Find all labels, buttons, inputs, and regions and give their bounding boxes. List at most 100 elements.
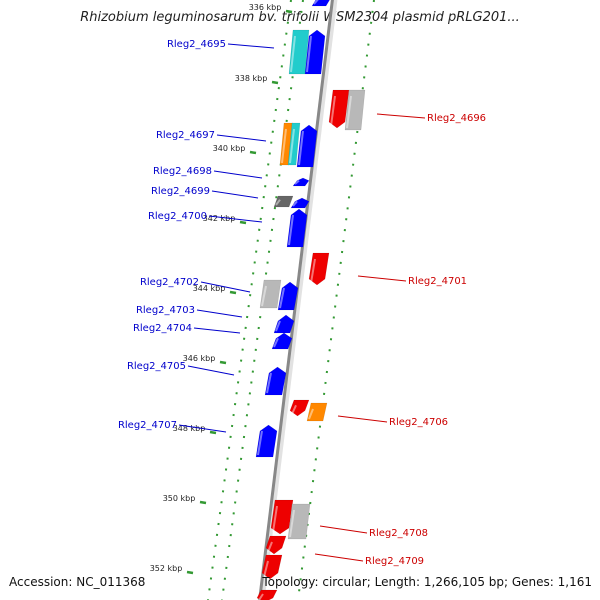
backbone-shadow (258, 0, 338, 600)
dotted-track-0 (207, 0, 292, 600)
gene-feature-highlight (275, 199, 281, 206)
gene-label-right: Rleg2_4706 (389, 417, 448, 428)
gene-label-left: Rleg2_4695 (167, 39, 226, 50)
gene-feature-9 (273, 195, 294, 208)
gene-feature-highlight (306, 35, 312, 73)
gene-feature-highlight (313, 0, 319, 5)
gene-feature-highlight (298, 130, 304, 166)
gene-features (255, 0, 366, 600)
gene-feature-10 (290, 197, 310, 209)
gene-feature-highlight (294, 179, 300, 185)
gene-feature-highlight (257, 430, 263, 456)
gene-feature-highlight (281, 128, 287, 164)
left-label-leader (216, 134, 267, 142)
gene-feature-16 (271, 332, 293, 350)
gene-feature-highlight (290, 35, 296, 73)
gene-feature-19 (306, 402, 328, 422)
gene-feature-7 (296, 124, 318, 168)
gene-feature-highlight (266, 372, 272, 394)
gene-label-left: Rleg2_4704 (133, 323, 192, 334)
gene-feature-8 (292, 177, 310, 187)
gene-feature-highlight (273, 337, 279, 348)
kbp-tick-mark (249, 150, 257, 155)
left-label-leader (227, 43, 275, 49)
kbp-tick-label: 338 kbp (235, 74, 268, 83)
gene-label-right: Rleg2_4701 (408, 276, 467, 287)
gene-label-left: Rleg2_4699 (151, 186, 210, 197)
left-label-leader (213, 170, 263, 179)
gene-feature-11 (286, 208, 308, 248)
gene-feature-highlight (272, 505, 278, 533)
kbp-tick-label: 340 kbp (213, 144, 246, 153)
kbp-tick-mark (219, 360, 227, 365)
left-label-leader (196, 309, 243, 318)
gene-feature-15 (273, 314, 295, 334)
gene-label-left: Rleg2_4702 (140, 277, 199, 288)
gene-feature-12 (308, 252, 330, 286)
kbp-tick-mark (239, 220, 247, 225)
gene-feature-25 (256, 589, 278, 600)
left-label-leader (211, 190, 259, 199)
gene-feature-highlight (261, 285, 267, 307)
kbp-tick-mark (199, 500, 207, 505)
right-label-leader (376, 113, 426, 119)
gene-feature-0 (311, 0, 330, 7)
gene-feature-18 (289, 399, 310, 417)
gene-label-right: Rleg2_4708 (369, 528, 428, 539)
gene-feature-3 (328, 89, 350, 129)
kbp-tick-label: 348 kbp (173, 424, 206, 433)
gene-feature-17 (264, 366, 287, 396)
left-label-leader (193, 327, 241, 334)
kbp-tick-label: 344 kbp (193, 284, 226, 293)
gene-feature-highlight (308, 408, 314, 420)
gene-label-left: Rleg2_4703 (136, 305, 195, 316)
gene-feature-highlight (292, 200, 298, 207)
kbp-tick-label: 342 kbp (203, 214, 236, 223)
kbp-tick-label: 346 kbp (183, 354, 216, 363)
gene-feature-highlight (279, 287, 285, 309)
gene-feature-24 (261, 554, 283, 580)
gene-feature-highlight (330, 95, 336, 127)
gene-feature-14 (277, 281, 299, 311)
gene-feature-23 (265, 535, 287, 555)
gene-feature-13 (259, 279, 282, 309)
gene-label-right: Rleg2_4709 (365, 556, 424, 567)
gene-label-left: Rleg2_4698 (153, 166, 212, 177)
kbp-tick-label: 350 kbp (163, 494, 196, 503)
left-label-leader (208, 215, 263, 223)
gene-feature-highlight (289, 509, 295, 538)
gene-feature-highlight (291, 404, 297, 415)
kbp-tick-mark (229, 290, 237, 295)
gene-label-left: Rleg2_4705 (127, 361, 186, 372)
gene-feature-highlight (263, 560, 269, 578)
accession-text: Accession: NC_011368 (9, 575, 146, 589)
gene-feature-highlight (289, 128, 295, 164)
gene-feature-6 (287, 122, 301, 166)
kbp-tick-label: 352 kbp (150, 564, 183, 573)
gene-label-left: Rleg2_4700 (148, 211, 207, 222)
kbp-tick-label: 336 kbp (249, 3, 282, 12)
topology-summary: Topology: circular; Length: 1,266,105 bp… (262, 575, 592, 589)
map-title: Rhizobium leguminosarum bv. trifolii WSM… (80, 10, 520, 25)
kbp-tick-mark (285, 9, 293, 14)
gene-labels: Rleg2_4695 Rleg2_4697 Rleg2_4698 Rleg2_4699… (118, 39, 486, 567)
gene-label-left: Rleg2_4697 (156, 130, 215, 141)
gene-feature-highlight (258, 593, 264, 600)
gene-feature-22 (287, 503, 311, 540)
gene-feature-highlight (310, 258, 316, 284)
right-label-leader (357, 275, 407, 282)
left-label-leader (178, 424, 227, 433)
right-label-leader (337, 415, 388, 423)
kbp-tick-mark (271, 80, 279, 85)
gene-feature-highlight (275, 320, 281, 332)
backbone-line (258, 0, 334, 600)
right-label-leader (314, 553, 364, 562)
gene-feature-highlight (288, 214, 294, 246)
gene-label-left: Rleg2_4707 (118, 420, 177, 431)
left-label-leader (187, 365, 235, 376)
label-leaders (178, 43, 426, 562)
left-label-leader (200, 281, 251, 293)
gene-feature-2 (304, 29, 326, 75)
kbp-tick-mark (209, 430, 217, 435)
